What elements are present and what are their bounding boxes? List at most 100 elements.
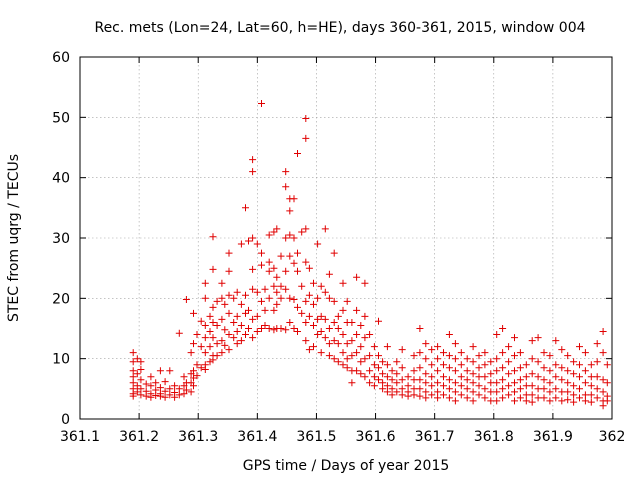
x-tick-labels: 361.1 361.2 361.3 361.4 361.5 361.6 361.7 361.8… bbox=[60, 429, 625, 445]
data-point bbox=[343, 297, 351, 305]
data-point bbox=[522, 361, 530, 369]
data-point bbox=[593, 373, 601, 381]
data-point bbox=[361, 355, 369, 363]
data-point bbox=[305, 346, 313, 354]
data-point bbox=[325, 340, 333, 348]
data-point bbox=[416, 376, 424, 384]
data-point bbox=[302, 134, 310, 142]
data-point bbox=[357, 343, 365, 351]
data-point bbox=[190, 309, 197, 317]
data-point bbox=[493, 397, 501, 405]
data-point bbox=[190, 340, 197, 348]
data-point bbox=[581, 391, 589, 399]
data-point bbox=[581, 397, 589, 405]
data-point bbox=[463, 355, 471, 363]
data-point bbox=[445, 331, 453, 338]
data-point bbox=[398, 346, 406, 354]
data-point bbox=[286, 319, 294, 326]
data-point bbox=[410, 376, 418, 384]
x-tick-label: 361.3 bbox=[178, 429, 218, 445]
data-point bbox=[133, 388, 141, 396]
data-point bbox=[290, 325, 298, 332]
data-point bbox=[475, 382, 483, 390]
data-point bbox=[161, 378, 169, 386]
data-point bbox=[487, 388, 495, 396]
data-point bbox=[481, 361, 489, 369]
data-point bbox=[422, 340, 430, 348]
data-point bbox=[398, 376, 406, 384]
data-point bbox=[242, 331, 249, 338]
data-point bbox=[209, 334, 217, 342]
data-point bbox=[564, 396, 572, 404]
x-tick-label: 361.8 bbox=[474, 429, 514, 445]
data-point bbox=[225, 267, 233, 275]
data-point bbox=[353, 331, 361, 338]
data-point bbox=[528, 370, 536, 378]
data-point bbox=[348, 379, 356, 387]
data-point bbox=[440, 391, 447, 399]
data-point bbox=[180, 373, 188, 381]
data-point bbox=[353, 367, 361, 375]
data-point bbox=[404, 382, 412, 390]
data-point bbox=[393, 379, 401, 387]
data-point bbox=[499, 385, 507, 393]
data-point bbox=[445, 394, 453, 402]
x-tick-label: 361.6 bbox=[356, 429, 396, 445]
data-point bbox=[581, 367, 589, 375]
data-point bbox=[558, 376, 566, 384]
data-point bbox=[576, 343, 583, 351]
data-point bbox=[353, 349, 361, 357]
data-point bbox=[294, 328, 301, 335]
data-point bbox=[156, 367, 164, 375]
data-point bbox=[230, 294, 238, 302]
data-point bbox=[499, 325, 507, 332]
data-point bbox=[528, 355, 536, 363]
data-point bbox=[522, 397, 530, 405]
data-point bbox=[321, 225, 329, 233]
data-point bbox=[434, 379, 442, 387]
data-point bbox=[339, 279, 347, 287]
data-point bbox=[469, 397, 477, 405]
data-point bbox=[451, 355, 459, 363]
data-point bbox=[505, 382, 513, 390]
data-point bbox=[522, 382, 530, 390]
data-point bbox=[493, 355, 501, 363]
y-tick-label: 30 bbox=[52, 231, 70, 247]
data-point bbox=[587, 361, 595, 369]
data-point bbox=[440, 373, 447, 381]
data-point bbox=[516, 349, 524, 357]
data-point bbox=[499, 394, 507, 402]
data-point bbox=[147, 373, 155, 381]
data-point bbox=[187, 388, 195, 396]
data-point bbox=[218, 337, 226, 345]
data-point bbox=[137, 376, 145, 384]
data-point bbox=[440, 382, 447, 390]
data-point bbox=[481, 349, 489, 357]
data-point bbox=[564, 367, 572, 375]
data-point bbox=[249, 156, 257, 164]
data-point bbox=[410, 385, 418, 393]
data-point bbox=[310, 343, 317, 351]
data-point bbox=[451, 379, 459, 387]
data-point bbox=[286, 231, 294, 239]
data-point bbox=[294, 303, 301, 311]
data-point bbox=[237, 322, 245, 329]
data-point bbox=[225, 331, 233, 338]
data-point bbox=[294, 267, 301, 275]
data-point bbox=[249, 265, 257, 273]
data-point bbox=[558, 388, 566, 396]
data-point bbox=[161, 387, 169, 395]
data-point bbox=[213, 352, 221, 360]
data-point bbox=[388, 376, 396, 384]
data-point bbox=[570, 391, 578, 399]
data-point bbox=[221, 300, 229, 308]
data-point bbox=[249, 168, 257, 176]
data-point bbox=[302, 297, 310, 305]
data-point bbox=[516, 364, 524, 372]
x-tick-label: 361.7 bbox=[415, 429, 455, 445]
data-point bbox=[546, 388, 554, 396]
data-point bbox=[434, 388, 442, 396]
data-point bbox=[171, 382, 179, 390]
data-point bbox=[451, 340, 459, 348]
data-point bbox=[161, 393, 169, 401]
